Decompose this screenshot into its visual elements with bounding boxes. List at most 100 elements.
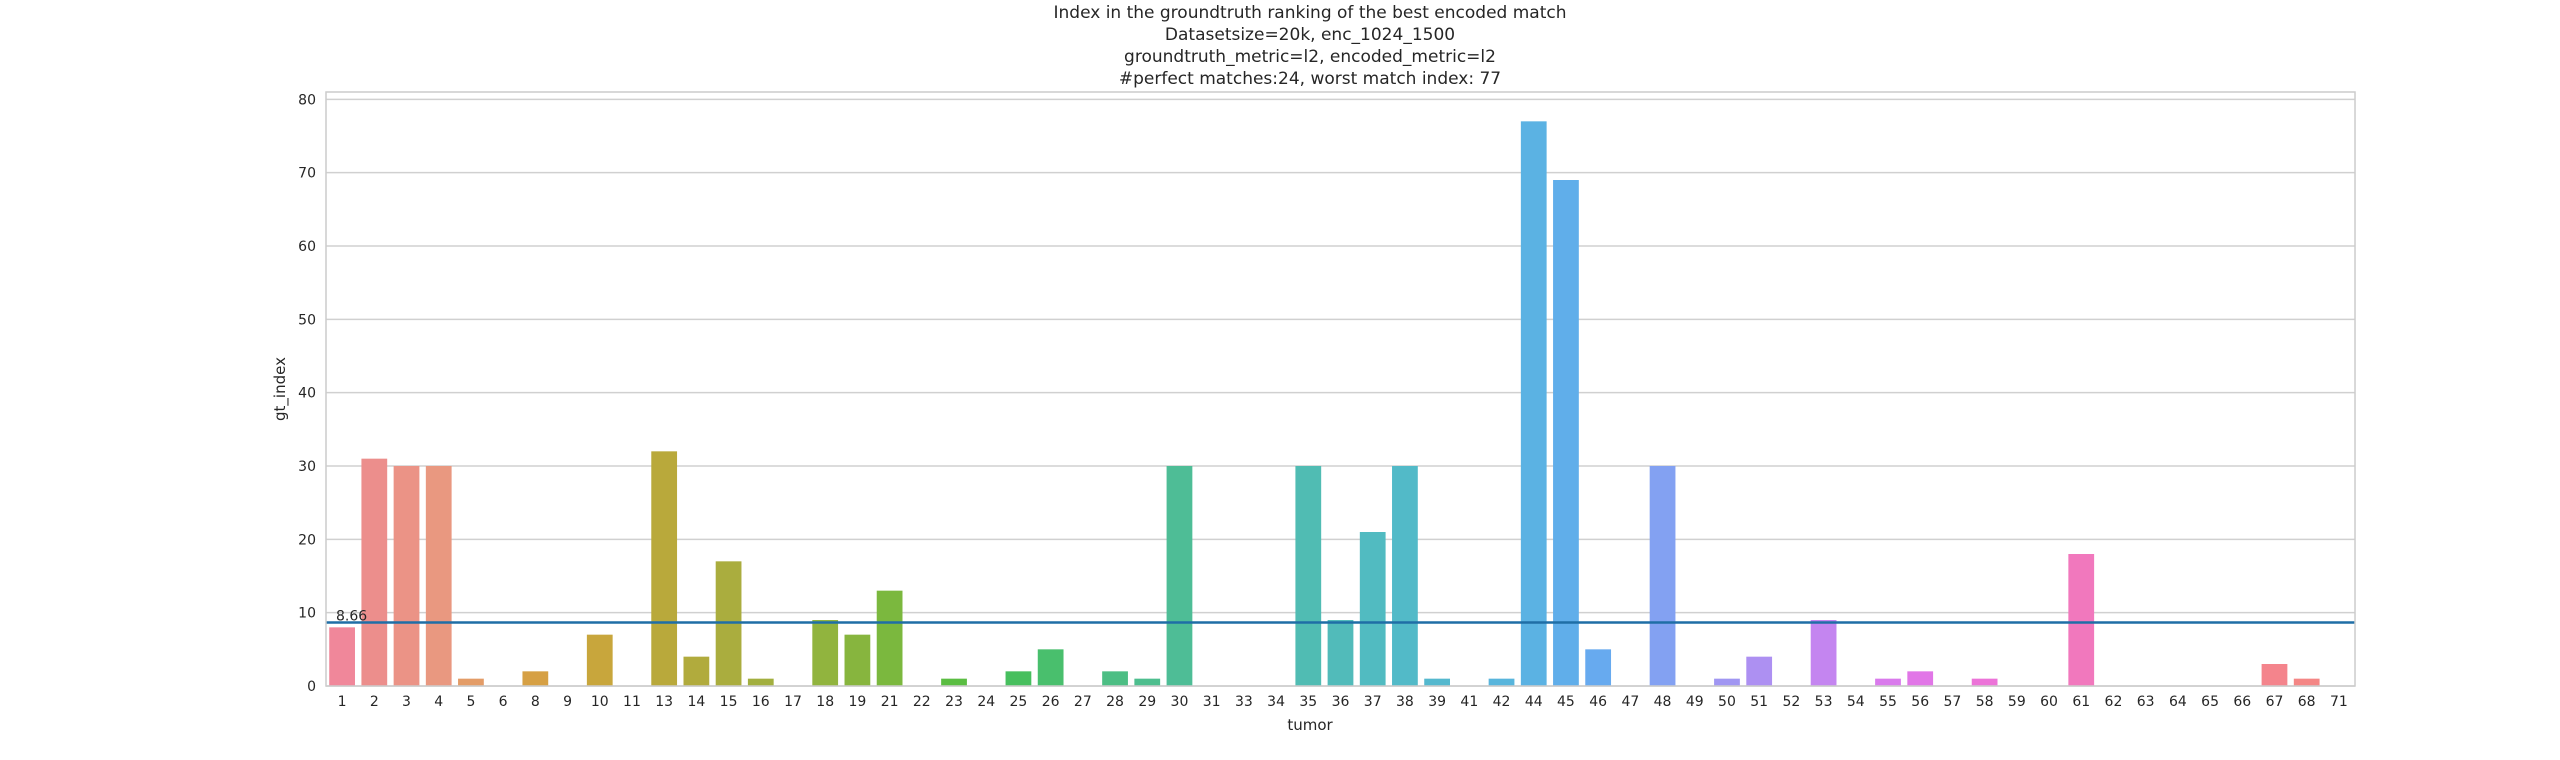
bar-tumor-18: 18: 9: [812, 620, 839, 686]
title-line-3: groundtruth_metric=l2, encoded_metric=l2: [1124, 47, 1496, 67]
bar-tumor-45: 45: 69: [1553, 180, 1579, 686]
x-tick-label: 5: [466, 694, 475, 710]
x-tick-label: 65: [2201, 694, 2219, 710]
bar-tumor-35: 35: 30: [1295, 466, 1322, 686]
x-tick-label: 57: [1944, 694, 1962, 710]
bar-tumor-38: 38: 30: [1392, 466, 1418, 686]
y-tick-label: 50: [298, 312, 316, 328]
bar-tumor-67: 67: 3: [2261, 664, 2288, 686]
mean-reference: 8.66: [326, 608, 2355, 624]
x-tick-label: 55: [1879, 694, 1897, 710]
y-gridlines: [326, 98, 2355, 687]
y-tick-labels: 0 10 20 30 40 50 60 70 80: [298, 92, 316, 695]
x-tick-label: 36: [1332, 694, 1350, 710]
chart-title: Index in the groundtruth ranking of the …: [1053, 3, 1566, 89]
x-tick-label: 8: [531, 694, 540, 710]
x-tick-label: 51: [1750, 694, 1768, 710]
bar-tumor-58: 58: 1: [1971, 678, 1998, 686]
title-line-2: Datasetsize=20k, enc_1024_1500: [1165, 25, 1455, 45]
bar-tumor-16: 16: 1: [747, 678, 774, 686]
bar-tumor-19: 19: 7: [844, 634, 871, 686]
x-tick-label: 23: [945, 694, 963, 710]
bar-tumor-4: 4: 30: [425, 466, 452, 686]
x-tick-label: 52: [1782, 694, 1800, 710]
x-tick-label: 10: [591, 694, 609, 710]
x-tick-label: 46: [1589, 694, 1607, 710]
x-tick-label: 44: [1525, 694, 1543, 710]
x-tick-label: 4: [434, 694, 443, 710]
x-tick-label: 62: [2105, 694, 2123, 710]
y-tick-label: 80: [298, 92, 316, 108]
bar-tumor-61: 61: 18: [2068, 554, 2095, 686]
y-axis-label: gt_index: [271, 357, 290, 421]
x-tick-label: 47: [1621, 694, 1639, 710]
bar-tumor-56: 56: 2: [1907, 671, 1934, 686]
bar-tumor-39: 39: 1: [1424, 678, 1451, 686]
x-tick-label: 68: [2298, 694, 2316, 710]
y-tick-label: 70: [298, 166, 316, 182]
bar-tumor-68: 68: 1: [2293, 678, 2320, 686]
bar-tumor-23: 23: 1: [941, 678, 967, 686]
x-tick-label: 37: [1364, 694, 1382, 710]
x-tick-label: 59: [2008, 694, 2026, 710]
x-axis-label: tumor: [1287, 716, 1333, 734]
x-tick-label: 31: [1203, 694, 1221, 710]
bar-tumor-48: 48: 30: [1649, 466, 1676, 686]
bar-tumor-37: 37: 21: [1359, 532, 1386, 686]
y-tick-label: 10: [298, 606, 316, 622]
x-tick-label: 2: [370, 694, 379, 710]
x-tick-label: 11: [623, 694, 641, 710]
y-tick-label: 30: [298, 459, 316, 475]
x-tick-label: 42: [1493, 694, 1511, 710]
bar-tumor-3: 3: 30: [393, 466, 420, 686]
bar-tumor-44: 44: 77: [1520, 121, 1547, 687]
bar-tumor-28: 28: 2: [1102, 671, 1128, 686]
bar-tumor-53: 53: 9: [1810, 620, 1837, 686]
x-tick-label: 53: [1815, 694, 1833, 710]
bar-tumor-46: 46: 5: [1585, 649, 1612, 686]
y-tick-label: 40: [298, 386, 316, 402]
x-tick-label: 19: [848, 694, 866, 710]
mean-reference-label: 8.66: [336, 608, 367, 624]
bar-tumor-36: 36: 9: [1327, 620, 1354, 686]
x-tick-label: 71: [2330, 694, 2348, 710]
x-tick-label: 30: [1171, 694, 1189, 710]
title-line-4: #perfect matches:24, worst match index: …: [1119, 69, 1501, 89]
bar-tumor-10: 10: 7: [586, 634, 613, 686]
x-tick-label: 6: [499, 694, 508, 710]
x-tick-label: 45: [1557, 694, 1575, 710]
y-tick-label: 0: [307, 679, 316, 695]
x-tick-label: 3: [402, 694, 411, 710]
x-tick-label: 39: [1428, 694, 1446, 710]
bars: 1: 82: 313: 304: 305: 16: 08: 29: 010: 7…: [329, 121, 2320, 687]
bar-tumor-25: 25: 2: [1005, 671, 1032, 686]
bar-tumor-29: 29: 1: [1134, 678, 1161, 686]
x-tick-label: 24: [977, 694, 995, 710]
x-tick-label: 17: [784, 694, 802, 710]
x-tick-label: 18: [816, 694, 834, 710]
bar-tumor-21: 21: 13: [876, 590, 903, 686]
x-tick-label: 35: [1299, 694, 1317, 710]
x-tick-label: 66: [2233, 694, 2251, 710]
x-tick-label: 9: [563, 694, 572, 710]
y-tick-label: 20: [298, 532, 316, 548]
x-tick-label: 29: [1138, 694, 1156, 710]
x-tick-labels: 1 2 3 4 5 6 8 9 10 11 13 14 15 16 17 18 19 21 22 23 24 25 26 27…: [338, 694, 2348, 710]
x-tick-label: 14: [687, 694, 705, 710]
x-tick-label: 58: [1976, 694, 1994, 710]
bar-tumor-13: 13: 32: [651, 451, 678, 686]
x-tick-label: 48: [1654, 694, 1672, 710]
bar-tumor-30: 30: 30: [1166, 466, 1193, 686]
x-tick-label: 34: [1267, 694, 1285, 710]
x-tick-label: 49: [1686, 694, 1704, 710]
x-tick-label: 15: [720, 694, 738, 710]
x-tick-label: 41: [1460, 694, 1478, 710]
bar-tumor-1: 1: 8: [329, 627, 355, 686]
x-tick-label: 26: [1042, 694, 1060, 710]
bar-tumor-8: 8: 2: [522, 671, 549, 686]
x-tick-label: 28: [1106, 694, 1124, 710]
x-tick-label: 22: [913, 694, 931, 710]
x-tick-label: 25: [1010, 694, 1028, 710]
